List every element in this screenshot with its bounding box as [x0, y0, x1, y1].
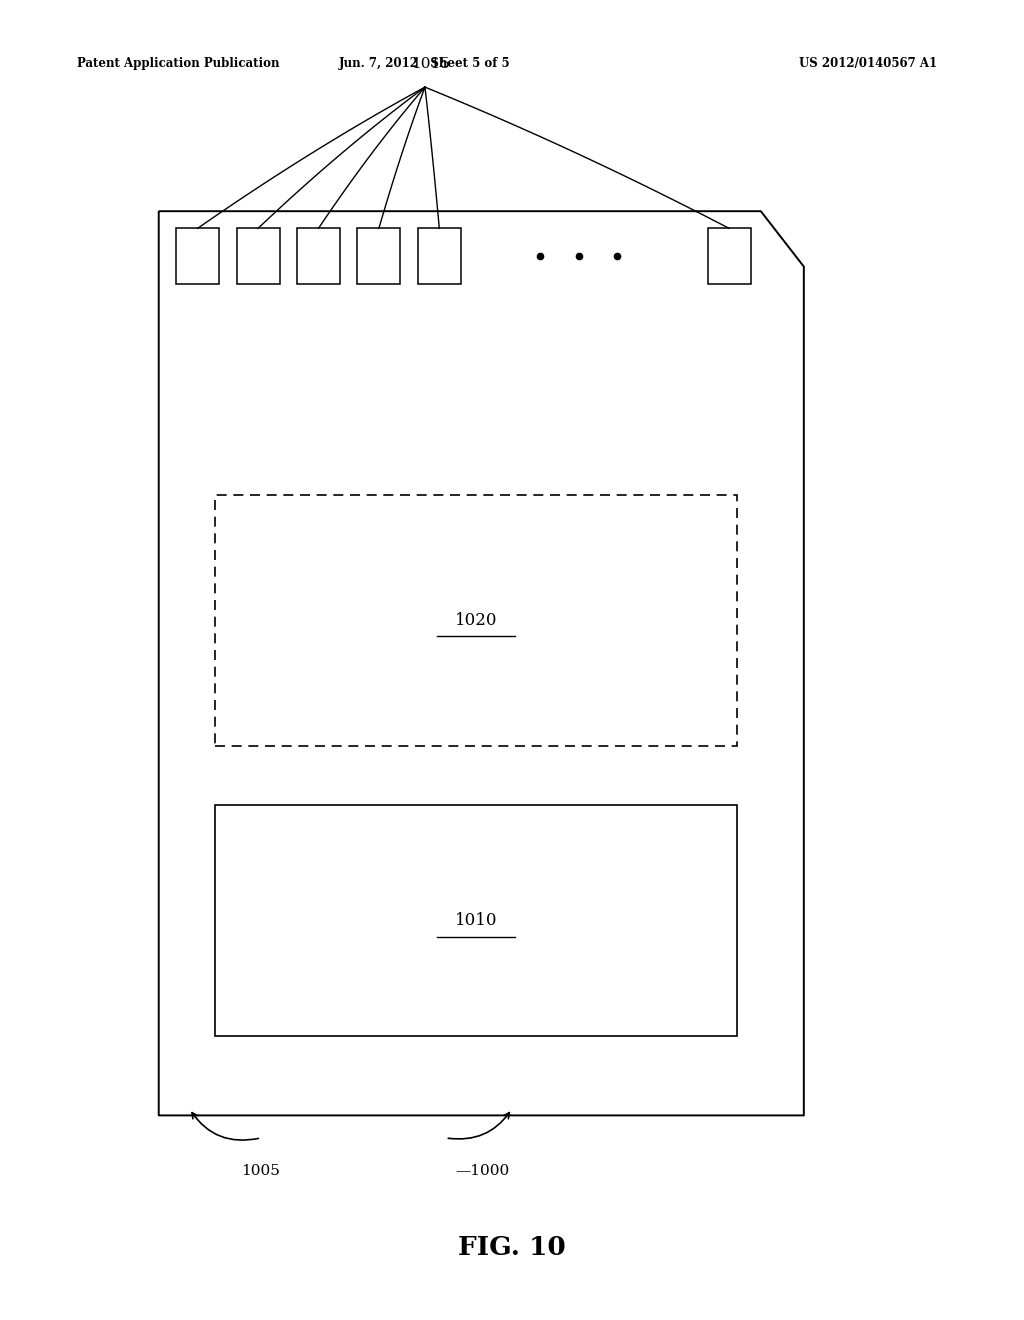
Text: FIG. 10: FIG. 10	[458, 1236, 566, 1259]
Bar	[708, 228, 751, 284]
Text: Patent Application Publication: Patent Application Publication	[77, 57, 280, 70]
Text: US 2012/0140567 A1: US 2012/0140567 A1	[799, 57, 937, 70]
Bar	[237, 228, 280, 284]
Bar	[215, 495, 737, 746]
Text: 1015: 1015	[411, 57, 450, 71]
Bar	[297, 228, 340, 284]
Bar	[418, 228, 461, 284]
Text: 1020: 1020	[455, 612, 498, 628]
Bar	[215, 805, 737, 1036]
Text: 1010: 1010	[455, 912, 498, 929]
Text: —1000: —1000	[456, 1164, 510, 1179]
Bar	[357, 228, 400, 284]
Text: 1005: 1005	[241, 1164, 280, 1179]
Text: Jun. 7, 2012   Sheet 5 of 5: Jun. 7, 2012 Sheet 5 of 5	[339, 57, 511, 70]
Bar	[176, 228, 219, 284]
